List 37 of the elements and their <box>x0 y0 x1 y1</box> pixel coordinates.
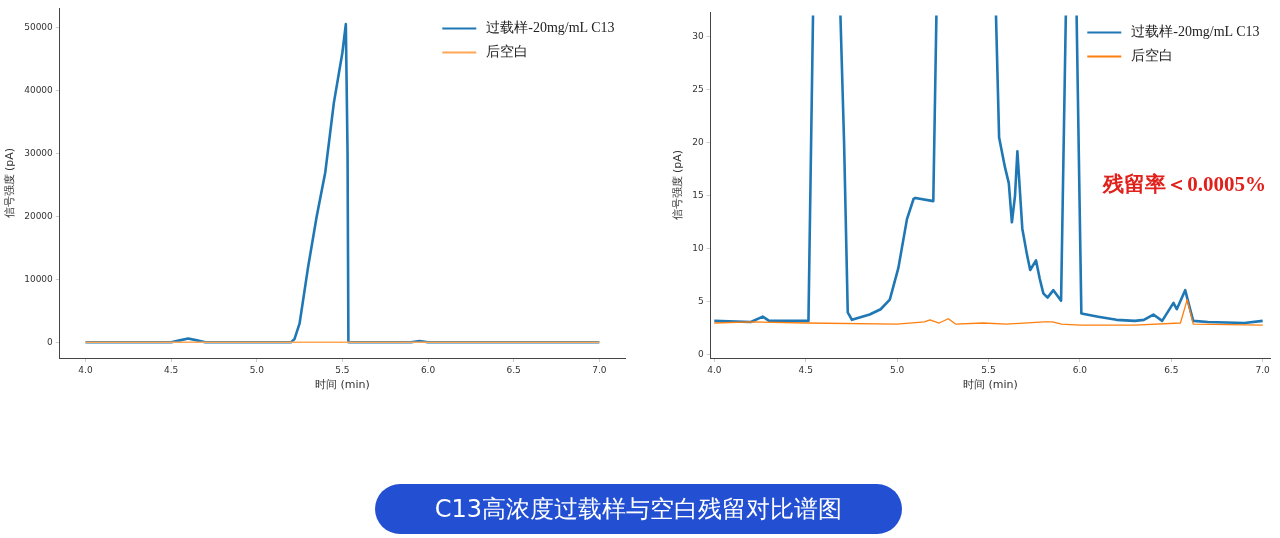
x-tick-label: 5.0 <box>889 364 905 375</box>
x-axis-title: 时间 (min) <box>962 378 1018 392</box>
y-tick-label: 40000 <box>24 84 54 95</box>
x-tick-label: 4.0 <box>78 364 93 375</box>
x-tick-label: 6.0 <box>420 364 436 375</box>
legend-label: 后空白 <box>1131 48 1174 64</box>
y-tick-label: 25 <box>692 84 704 95</box>
y-tick-label: 0 <box>47 336 54 347</box>
x-tick-label: 6.5 <box>506 364 521 375</box>
y-tick-label: 50000 <box>24 21 54 32</box>
text: C13高浓度过载样与空白残留对比谱图 <box>375 484 902 534</box>
x-tick-label: 6.5 <box>1164 364 1179 375</box>
x-axis-title: 时间 (min) <box>315 378 370 392</box>
y-tick-label: 20 <box>692 137 704 148</box>
annotation: 残留率＜0.0005% <box>1102 171 1266 196</box>
x-tick-label: 4.5 <box>798 364 813 375</box>
y-tick-label: 5 <box>697 296 704 307</box>
legend-label: 过载样-20mg/mL C13 <box>1131 24 1260 40</box>
y-tick-label: 15 <box>692 190 704 201</box>
y-tick-label: 10000 <box>24 273 54 284</box>
y-axis-title: 信号强度 (pA) <box>671 149 685 221</box>
x-tick-label: 5.0 <box>249 364 265 375</box>
y-tick-label: 30 <box>692 31 704 42</box>
x-tick-label: 6.0 <box>1072 364 1088 375</box>
legend-label: 过载样-20mg/mL C13 <box>486 20 615 36</box>
y-tick-label: 0 <box>697 349 704 360</box>
x-tick-label: 5.5 <box>981 364 996 375</box>
y-axis-title: 信号强度 (pA) <box>3 147 17 219</box>
x-tick-label: 7.0 <box>592 364 607 375</box>
x-tick-label: 4.0 <box>707 364 722 375</box>
x-tick-label: 5.5 <box>335 364 350 375</box>
legend-label: 后空白 <box>486 44 529 60</box>
x-tick-label: 4.5 <box>163 364 179 375</box>
y-tick-label: 20000 <box>24 210 54 221</box>
y-tick-label: 10 <box>692 243 704 254</box>
y-tick-label: 30000 <box>24 147 54 158</box>
x-tick-label: 7.0 <box>1255 364 1271 375</box>
